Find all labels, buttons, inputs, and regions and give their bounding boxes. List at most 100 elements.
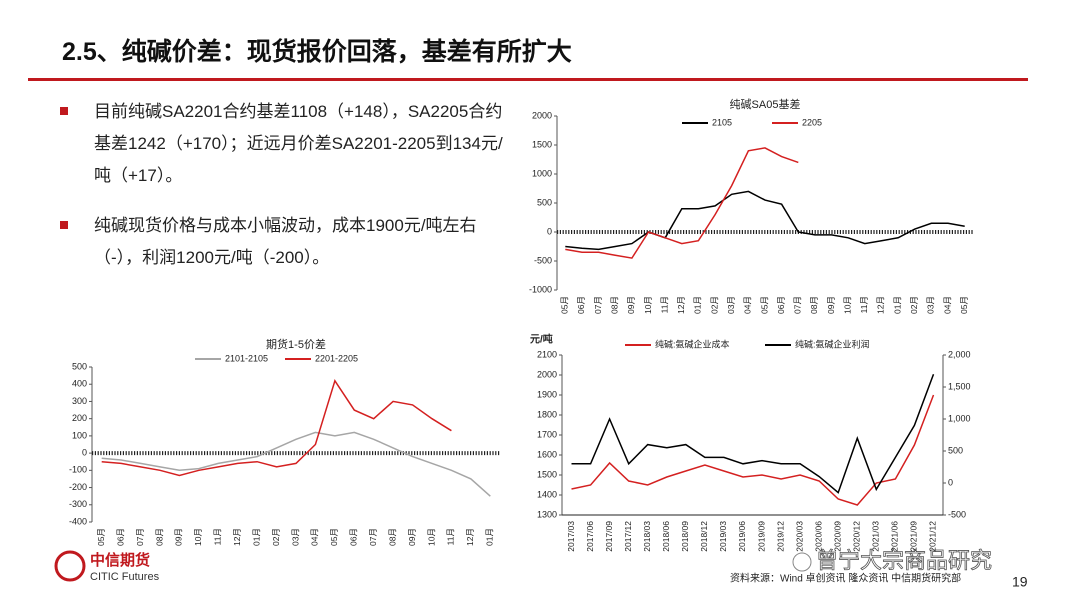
title-rule xyxy=(28,78,1028,81)
y2-tick-label: 2,000 xyxy=(948,349,971,359)
legend-label: 纯碱:氨碱企业利润 xyxy=(795,338,870,349)
bullet: 纯碱现货价格与成本小幅波动，成本1900元/吨左右（-），利润1200元/吨（-… xyxy=(60,210,510,274)
x-tick-label: 12月 xyxy=(676,296,686,314)
x-tick-label: 06月 xyxy=(776,296,786,314)
y-axis-title: 元/吨 xyxy=(530,333,553,346)
x-tick-label: 2018/09 xyxy=(680,521,690,552)
x-tick-label: 2017/12 xyxy=(623,521,633,552)
y-tick-label: -1000 xyxy=(529,284,552,294)
y-tick-label: -500 xyxy=(534,255,552,265)
x-tick-label: 04月 xyxy=(743,296,753,314)
logo-icon xyxy=(54,550,86,582)
x-tick-label: 07月 xyxy=(593,296,603,314)
y2-tick-label: 500 xyxy=(948,445,963,455)
y-tick-label: 200 xyxy=(72,413,87,423)
x-tick-label: 09月 xyxy=(826,296,836,314)
y-tick-label: 1900 xyxy=(537,389,557,399)
y-tick-label: 1800 xyxy=(537,409,557,419)
y-tick-label: 2000 xyxy=(532,110,552,120)
slide-title: 2.5、纯碱价差：现货报价回落，基差有所扩大 xyxy=(62,38,572,66)
x-tick-label: 2019/12 xyxy=(775,521,785,552)
x-tick-label: 03月 xyxy=(726,296,736,314)
watermark-icon xyxy=(792,552,812,572)
y-tick-label: 1700 xyxy=(537,429,557,439)
x-tick-label: 07月 xyxy=(135,528,145,546)
chart-title: 期货1-5价差 xyxy=(266,337,326,351)
x-tick-label: 10月 xyxy=(426,528,436,546)
logo-en: CITIC Futures xyxy=(90,571,160,583)
y-tick-label: 0 xyxy=(547,226,552,236)
x-tick-label: 09月 xyxy=(174,528,184,546)
x-tick-label: 08月 xyxy=(809,296,819,314)
x-tick-label: 11月 xyxy=(859,296,869,313)
y-tick-label: 1600 xyxy=(537,449,557,459)
x-tick-label: 2021/09 xyxy=(909,521,919,552)
x-tick-label: 2020/12 xyxy=(852,521,862,552)
legend-label: 纯碱:氨碱企业成本 xyxy=(655,338,730,349)
x-tick-label: 01月 xyxy=(693,296,703,314)
y2-tick-label: 0 xyxy=(948,477,953,487)
x-tick-label: 11月 xyxy=(659,296,669,313)
bullet-text: 纯碱现货价格与成本小幅波动，成本1900元/吨左右（-），利润1200元/吨（-… xyxy=(94,216,477,267)
legend-label: 2101-2105 xyxy=(225,353,268,363)
legend-label: 2201-2205 xyxy=(315,353,358,363)
x-tick-label: 08月 xyxy=(154,528,164,546)
x-tick-label: 2018/12 xyxy=(699,521,709,552)
x-tick-label: 2019/06 xyxy=(737,521,747,552)
y2-tick-label: 1,000 xyxy=(948,413,971,423)
y-tick-label: 300 xyxy=(72,396,87,406)
x-tick-label: 2018/06 xyxy=(661,521,671,552)
x-tick-label: 05月 xyxy=(759,296,769,314)
series-line xyxy=(565,190,965,251)
watermark: 曾宁大宗商品研究 xyxy=(816,548,992,573)
x-tick-label: 2020/06 xyxy=(813,521,823,552)
y-tick-label: 1000 xyxy=(532,168,552,178)
x-tick-label: 04月 xyxy=(310,528,320,546)
x-tick-label: 2017/06 xyxy=(585,521,595,552)
x-tick-label: 11月 xyxy=(213,528,223,545)
x-tick-label: 2019/09 xyxy=(756,521,766,552)
y-tick-label: 2100 xyxy=(537,349,557,359)
y-tick-label: 400 xyxy=(72,379,87,389)
series-line xyxy=(571,373,935,494)
y-tick-label: -300 xyxy=(69,499,87,509)
y-tick-label: 500 xyxy=(537,197,552,207)
y-tick-label: 1400 xyxy=(537,489,557,499)
bullet: 目前纯碱SA2201合约基差1108（+148），SA2205合约基差1242（… xyxy=(60,96,510,192)
x-tick-label: 10月 xyxy=(643,296,653,314)
series-line xyxy=(101,431,491,497)
x-tick-label: 02月 xyxy=(709,296,719,314)
x-tick-label: 09月 xyxy=(626,296,636,314)
logo: 中信期货 xyxy=(90,551,150,569)
y-tick-label: 500 xyxy=(72,361,87,371)
x-tick-label: 10月 xyxy=(193,528,203,546)
y-tick-label: 100 xyxy=(72,430,87,440)
y-tick-label: 1300 xyxy=(537,509,557,519)
y2-tick-label: -500 xyxy=(948,509,966,519)
x-tick-label: 2020/03 xyxy=(794,521,804,552)
x-tick-label: 11月 xyxy=(446,528,456,545)
chart-title: 纯碱SA05基差 xyxy=(730,97,801,111)
series-line xyxy=(565,147,799,259)
x-tick-label: 07月 xyxy=(793,296,803,314)
x-tick-label: 05月 xyxy=(329,528,339,546)
x-tick-label: 01月 xyxy=(892,296,902,314)
x-tick-label: 03月 xyxy=(290,528,300,546)
x-tick-label: 2021/12 xyxy=(928,521,938,552)
x-tick-label: 05月 xyxy=(96,528,106,546)
bullet-text: 目前纯碱SA2201合约基差1108（+148），SA2205合约基差1242（… xyxy=(94,102,503,185)
x-tick-label: 06月 xyxy=(576,296,586,314)
x-tick-label: 02月 xyxy=(271,528,281,546)
series-line xyxy=(571,394,935,506)
x-tick-label: 03月 xyxy=(926,296,936,314)
y-tick-label: 0 xyxy=(82,447,87,457)
y-tick-label: 1500 xyxy=(532,139,552,149)
x-tick-label: 2017/03 xyxy=(566,521,576,552)
y2-tick-label: 1,500 xyxy=(948,381,971,391)
x-tick-label: 12月 xyxy=(876,296,886,314)
x-tick-label: 07月 xyxy=(368,528,378,546)
x-tick-label: 10月 xyxy=(842,296,852,314)
x-tick-label: 05月 xyxy=(560,296,570,314)
y-tick-label: -400 xyxy=(69,516,87,526)
